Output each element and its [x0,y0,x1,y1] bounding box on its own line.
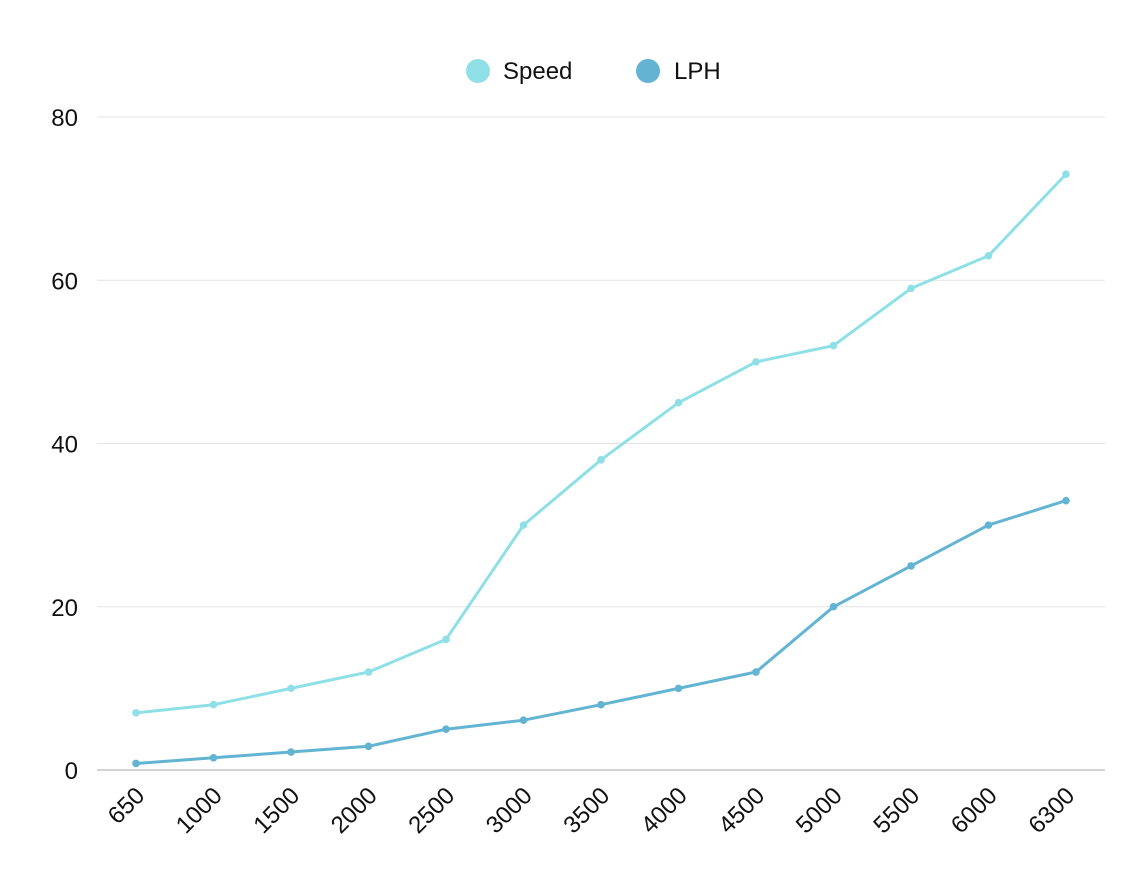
x-tick-label: 3500 [558,782,615,839]
data-point-speed[interactable] [752,358,760,366]
y-tick-label: 40 [51,432,78,459]
data-point-speed[interactable] [209,700,218,709]
data-point-speed[interactable] [597,456,605,464]
x-tick-label: 4000 [636,782,693,839]
legend-label-lph[interactable]: LPH [674,58,721,85]
legend-marker-lph[interactable] [636,59,660,83]
x-tick-label: 2000 [326,782,383,839]
data-point-lph[interactable] [442,725,450,733]
data-point-speed[interactable] [287,684,295,693]
series-group [132,170,1070,768]
data-point-speed[interactable] [907,284,915,293]
data-point-lph[interactable] [132,759,140,768]
x-tick-label: 650 [103,782,150,829]
data-point-lph[interactable] [519,716,528,725]
y-tick-label: 0 [65,758,78,785]
y-tick-label: 80 [51,105,78,132]
x-tick-label: 1000 [171,782,228,839]
x-tick-label: 1500 [248,782,305,839]
data-point-lph[interactable] [752,668,760,676]
data-point-speed[interactable] [519,521,528,529]
data-point-lph[interactable] [907,562,915,570]
data-point-speed[interactable] [674,398,683,407]
data-point-speed[interactable] [984,251,993,260]
grid-lines [97,116,1105,771]
x-tick-label: 4500 [713,782,770,839]
y-tick-label: 60 [51,268,78,295]
x-tick-label: 2500 [403,782,460,839]
data-point-lph[interactable] [597,700,605,709]
legend-marker-speed[interactable] [466,59,490,83]
y-axis: 0 20 40 60 80 [51,105,78,785]
y-tick-label: 20 [51,595,78,622]
data-point-lph[interactable] [984,521,993,529]
x-tick-label: 3000 [481,782,538,839]
legend-label-speed[interactable]: Speed [503,58,572,85]
data-point-speed[interactable] [442,635,450,644]
data-point-lph[interactable] [829,602,838,611]
data-point-lph[interactable] [674,684,683,693]
x-tick-label: 5000 [791,782,848,839]
series-line-lph [134,499,1068,765]
x-tick-label: 5500 [868,782,925,839]
x-tick-label: 6000 [946,782,1003,839]
data-point-speed[interactable] [829,341,838,350]
data-point-lph[interactable] [1062,496,1070,505]
data-point-speed[interactable] [364,668,373,676]
data-point-lph[interactable] [364,742,373,751]
data-point-speed[interactable] [132,709,140,717]
data-point-speed[interactable] [1062,170,1070,178]
legend: Speed LPH [466,58,721,85]
x-tick-label: 6300 [1023,782,1080,839]
x-axis: 650 1000 1500 2000 2500 3000 3500 4000 4500 5000 5… [103,782,1080,839]
data-point-lph[interactable] [209,753,218,762]
data-point-lph[interactable] [287,748,295,756]
